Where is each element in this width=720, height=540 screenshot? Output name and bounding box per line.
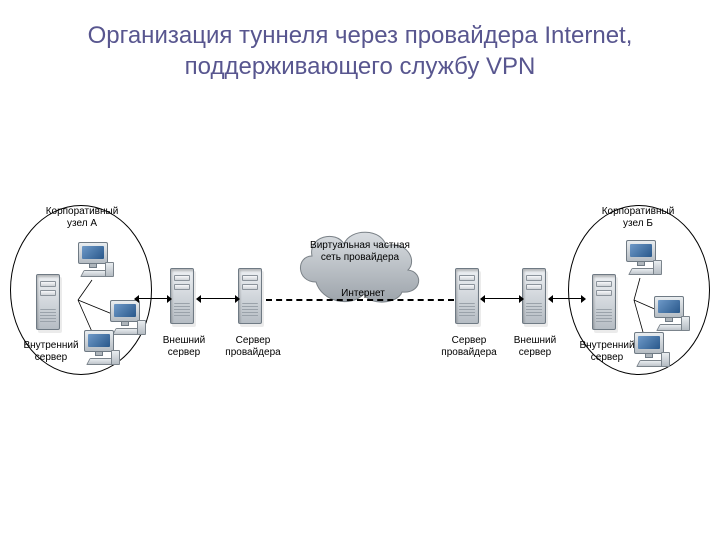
label-isp-server-b: Сервер провайдера: [438, 335, 500, 358]
label-site-a-internal: Внутренний сервер: [20, 340, 82, 363]
double-arrow-icon: [138, 298, 168, 299]
label-site-b-internal: Внутренний сервер: [576, 340, 638, 363]
label-site-b-title: Корпоративный узел Б: [598, 206, 678, 229]
label-isp-server-a: Сервер провайдера: [222, 335, 284, 358]
label-cloud-bottom: Интернет: [338, 288, 388, 300]
server-tower-icon: [592, 274, 620, 336]
server-tower-icon: [36, 274, 64, 336]
server-tower-icon: [238, 268, 266, 330]
double-arrow-icon: [552, 298, 582, 299]
label-ext-server-a: Внешний сервер: [159, 335, 209, 358]
server-tower-icon: [455, 268, 483, 330]
label-site-a-title: Корпоративный узел А: [42, 206, 122, 229]
double-arrow-icon: [200, 298, 236, 299]
workstation-icon: [78, 330, 120, 370]
server-tower-icon: [522, 268, 550, 330]
diagram-stage: Корпоративный узел А Внутренний сервер Вне…: [0, 0, 720, 540]
double-arrow-icon: [484, 298, 520, 299]
workstation-icon: [620, 240, 662, 280]
label-cloud-top: Виртуальная частная сеть провайдера: [300, 240, 420, 263]
server-tower-icon: [170, 268, 198, 330]
workstation-icon: [648, 296, 690, 336]
workstation-icon: [72, 242, 114, 282]
label-ext-server-b: Внешний сервер: [510, 335, 560, 358]
